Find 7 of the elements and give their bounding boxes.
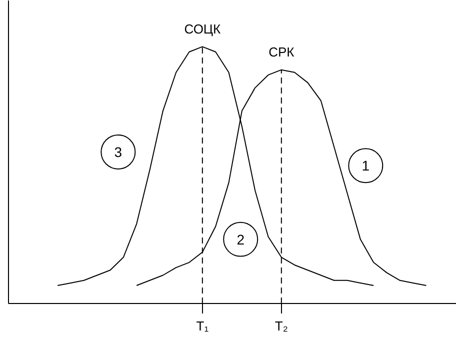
ref-line-label: СРК — [268, 44, 295, 60]
x-tick-label: T₂ — [274, 318, 288, 334]
text: 3 — [114, 144, 122, 160]
ref-line-label: СОЦК — [184, 21, 222, 36]
series-label: 1 — [362, 158, 370, 174]
annotation: 2 — [236, 231, 245, 248]
x-tick-label: T₁ — [196, 318, 210, 334]
